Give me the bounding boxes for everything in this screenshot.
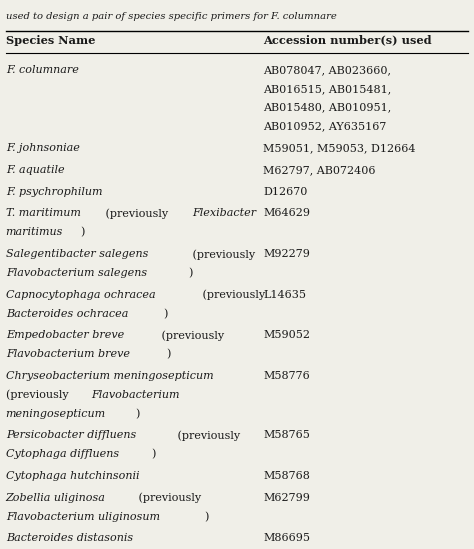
- Text: T. maritimum: T. maritimum: [6, 208, 81, 219]
- Text: AB016515, AB015481,: AB016515, AB015481,: [263, 83, 392, 94]
- Text: F. johnsoniae: F. johnsoniae: [6, 143, 80, 153]
- Text: M86695: M86695: [263, 534, 310, 544]
- Text: D12670: D12670: [263, 187, 308, 197]
- Text: (previously: (previously: [190, 249, 255, 260]
- Text: M62799: M62799: [263, 493, 310, 503]
- Text: maritimus: maritimus: [6, 227, 63, 237]
- Text: M59051, M59053, D12664: M59051, M59053, D12664: [263, 143, 416, 153]
- Text: M62797, AB072406: M62797, AB072406: [263, 165, 375, 175]
- Text: Flavobacterium salegens: Flavobacterium salegens: [6, 268, 147, 278]
- Text: ): ): [188, 268, 192, 278]
- Text: M64629: M64629: [263, 208, 310, 219]
- Text: Persicobacter diffluens: Persicobacter diffluens: [6, 430, 136, 440]
- Text: Flavobacterium breve: Flavobacterium breve: [6, 349, 130, 359]
- Text: Bacteroides ochracea: Bacteroides ochracea: [6, 309, 128, 318]
- Text: Cytophaga hutchinsonii: Cytophaga hutchinsonii: [6, 471, 139, 481]
- Text: M59052: M59052: [263, 330, 310, 340]
- Text: ): ): [204, 512, 209, 522]
- Text: (previously: (previously: [199, 290, 265, 300]
- Text: ): ): [164, 309, 168, 319]
- Text: AB078047, AB023660,: AB078047, AB023660,: [263, 65, 391, 75]
- Text: Accession number(s) used: Accession number(s) used: [263, 35, 432, 46]
- Text: ): ): [80, 227, 84, 238]
- Text: F. columnare: F. columnare: [6, 65, 79, 75]
- Text: L14635: L14635: [263, 290, 306, 300]
- Text: (previously: (previously: [158, 330, 224, 341]
- Text: M58768: M58768: [263, 471, 310, 481]
- Text: (previously: (previously: [102, 208, 172, 219]
- Text: (previously: (previously: [174, 430, 240, 441]
- Text: M58765: M58765: [263, 430, 310, 440]
- Text: F. psychrophilum: F. psychrophilum: [6, 187, 102, 197]
- Text: ): ): [166, 349, 170, 360]
- Text: Species Name: Species Name: [6, 35, 95, 46]
- Text: ): ): [135, 408, 139, 419]
- Text: Flavobacterium uliginosum: Flavobacterium uliginosum: [6, 512, 160, 522]
- Text: Chryseobacterium meningosepticum: Chryseobacterium meningosepticum: [6, 371, 213, 381]
- Text: M58776: M58776: [263, 371, 310, 381]
- Text: AB015480, AB010951,: AB015480, AB010951,: [263, 103, 392, 113]
- Text: Zobellia uliginosa: Zobellia uliginosa: [6, 493, 106, 503]
- Text: (previously: (previously: [6, 390, 72, 400]
- Text: Capnocytophaga ochracea: Capnocytophaga ochracea: [6, 290, 155, 300]
- Text: Salegentibacter salegens: Salegentibacter salegens: [6, 249, 148, 259]
- Text: Cytophaga diffluens: Cytophaga diffluens: [6, 449, 119, 460]
- Text: M92279: M92279: [263, 249, 310, 259]
- Text: ): ): [152, 449, 156, 460]
- Text: F. aquatile: F. aquatile: [6, 165, 64, 175]
- Text: (previously: (previously: [135, 493, 201, 503]
- Text: AB010952, AY635167: AB010952, AY635167: [263, 122, 386, 132]
- Text: meningosepticum: meningosepticum: [6, 408, 106, 419]
- Text: Flexibacter: Flexibacter: [192, 208, 256, 219]
- Text: Flavobacterium: Flavobacterium: [91, 390, 180, 400]
- Text: used to design a pair of species specific primers for F. columnare: used to design a pair of species specifi…: [6, 12, 337, 21]
- Text: Bacteroides distasonis: Bacteroides distasonis: [6, 534, 133, 544]
- Text: Empedobacter breve: Empedobacter breve: [6, 330, 124, 340]
